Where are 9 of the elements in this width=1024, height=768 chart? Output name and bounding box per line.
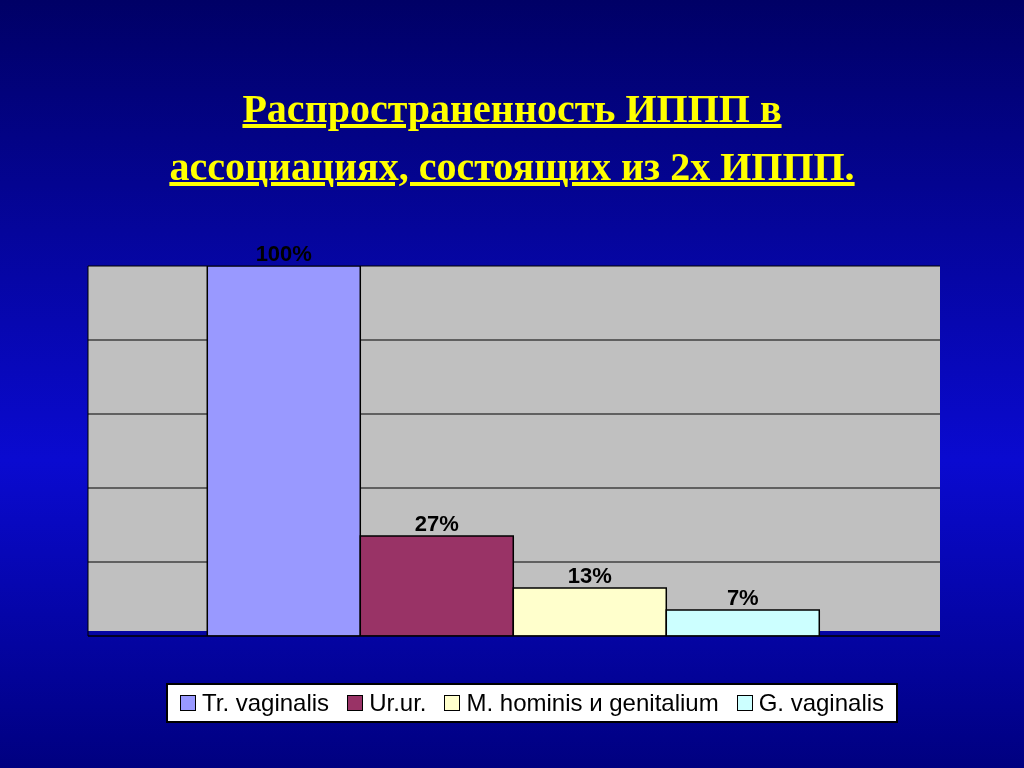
legend-label: G. vaginalis: [757, 689, 885, 717]
data-label: 7%: [726, 585, 759, 611]
data-label: 100%: [255, 241, 312, 266]
legend-label: Tr. vaginalis: [200, 689, 330, 717]
chart-title: Распространенность ИППП в ассоциациях, состоящих из 2х ИППП.: [168, 85, 856, 191]
legend-label: Ur.ur.: [368, 689, 427, 717]
legend-label: M. hominis и genitalium: [465, 689, 719, 717]
data-label: 27%: [414, 511, 459, 537]
data-label: 13%: [567, 562, 612, 588]
